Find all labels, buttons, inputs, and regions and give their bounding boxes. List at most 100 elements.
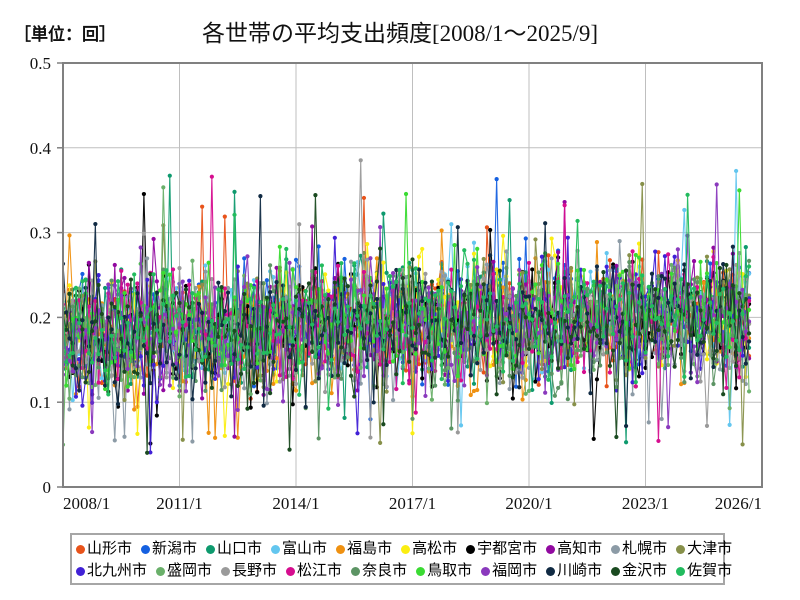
- series-marker: [594, 333, 600, 338]
- series-marker: [604, 277, 609, 282]
- legend-item[interactable]: 川崎市: [546, 563, 602, 579]
- series-marker: [290, 402, 295, 407]
- legend-item[interactable]: 高松市: [401, 540, 458, 557]
- legend-item[interactable]: 札幌市: [611, 541, 667, 557]
- legend-item[interactable]: 奈良市: [351, 563, 407, 579]
- series-marker: [695, 280, 700, 285]
- series-marker: [662, 329, 668, 334]
- series-marker: [465, 326, 470, 332]
- legend-item-label: 宇都宮市: [477, 540, 538, 557]
- legend-item-label: 北九州市: [87, 562, 148, 579]
- legend-item[interactable]: 北九州市: [76, 562, 148, 579]
- series-marker: [481, 350, 486, 355]
- series-marker: [704, 274, 710, 279]
- legend-item[interactable]: 金沢市: [611, 563, 667, 579]
- series-marker: [607, 258, 613, 263]
- series-marker: [112, 380, 117, 385]
- legend-item[interactable]: 山口市: [206, 541, 262, 557]
- series-marker: [530, 344, 535, 349]
- series-marker: [93, 221, 98, 227]
- series-marker: [552, 393, 557, 398]
- legend-item[interactable]: 鳥取市: [416, 563, 472, 579]
- series-marker: [646, 420, 651, 425]
- series-marker: [284, 316, 289, 321]
- series-marker: [617, 340, 622, 346]
- legend-item[interactable]: 大津市: [676, 541, 732, 557]
- series-marker: [384, 286, 389, 291]
- legend-item[interactable]: 松江市: [286, 563, 342, 579]
- series-marker: [494, 267, 499, 272]
- series-marker: [471, 240, 477, 245]
- series-marker: [442, 273, 447, 278]
- legend-row-2: 北九州市 盛岡市 長野市 松江市 奈良市 鳥取市 福岡市 川崎市 金沢市 佐賀市: [76, 560, 732, 582]
- series-marker: [426, 298, 431, 304]
- series-marker: [332, 306, 337, 311]
- series-marker: [145, 256, 150, 261]
- series-marker: [135, 281, 140, 286]
- series-marker: [504, 265, 509, 271]
- legend-color-marker-icon: [271, 544, 281, 554]
- series-marker: [423, 296, 428, 301]
- series-marker: [306, 281, 312, 286]
- series-marker: [355, 369, 360, 374]
- legend-item[interactable]: 宇都宮市: [466, 540, 538, 557]
- series-marker: [245, 254, 250, 259]
- series-marker: [423, 271, 428, 277]
- legend-item[interactable]: 新潟市: [141, 541, 197, 557]
- series-marker: [151, 350, 156, 355]
- series-marker: [232, 434, 237, 439]
- series-marker: [501, 380, 506, 385]
- series-marker: [656, 327, 661, 333]
- series-marker: [145, 450, 150, 455]
- series-marker: [400, 381, 405, 386]
- series-marker: [591, 436, 596, 442]
- legend-color-marker-icon: [156, 566, 166, 576]
- series-marker: [478, 284, 483, 289]
- series-marker: [591, 359, 596, 365]
- legend-item[interactable]: 佐賀市: [676, 563, 732, 579]
- series-marker: [183, 283, 189, 289]
- series-marker: [442, 316, 447, 321]
- series-marker: [403, 333, 409, 338]
- legend-item-label: 高松市: [412, 540, 458, 557]
- series-marker: [371, 301, 376, 306]
- series-marker: [526, 260, 532, 266]
- series-marker: [452, 242, 457, 248]
- series-marker: [646, 284, 651, 289]
- legend-item[interactable]: 盛岡市: [156, 562, 213, 579]
- series-marker: [67, 353, 72, 358]
- series-marker: [575, 336, 580, 342]
- series-marker: [80, 403, 85, 408]
- series-marker: [206, 319, 211, 324]
- series-marker: [258, 357, 263, 362]
- legend-item[interactable]: 福島市: [336, 541, 392, 557]
- legend-item[interactable]: 山形市: [76, 541, 132, 557]
- series-marker: [170, 326, 176, 331]
- legend-item[interactable]: 福岡市: [481, 563, 537, 579]
- legend-item[interactable]: 富山市: [271, 541, 327, 557]
- series-marker: [420, 298, 425, 304]
- series-marker: [691, 258, 697, 264]
- legend-item[interactable]: 高知市: [546, 541, 602, 557]
- legend-item-label: 盛岡市: [167, 562, 213, 579]
- series-marker: [585, 311, 590, 316]
- series-marker: [552, 320, 557, 326]
- series-marker: [277, 373, 282, 378]
- series-marker: [517, 281, 522, 287]
- series-marker: [520, 270, 525, 275]
- series-marker: [704, 254, 710, 259]
- series-marker: [132, 272, 137, 277]
- series-marker: [235, 383, 240, 389]
- series-marker: [70, 304, 75, 309]
- series-marker: [316, 436, 321, 441]
- y-tick-label: 0.1: [30, 393, 51, 412]
- series-marker: [565, 293, 570, 298]
- series-marker: [672, 265, 677, 271]
- series-marker: [446, 365, 451, 370]
- series-marker: [491, 271, 496, 277]
- series-marker: [588, 322, 593, 328]
- series-marker: [145, 351, 150, 356]
- legend-item[interactable]: 長野市: [221, 563, 277, 579]
- series-marker: [384, 389, 389, 394]
- series-marker: [572, 337, 577, 342]
